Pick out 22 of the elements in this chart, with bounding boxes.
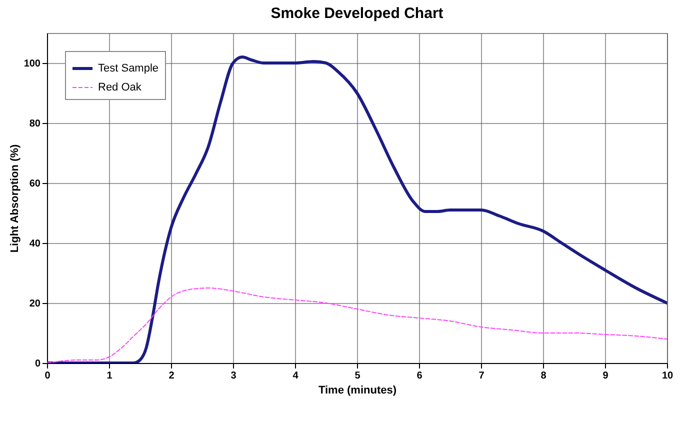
x-tick-label: 2 <box>168 370 175 382</box>
x-tick-label: 7 <box>478 370 485 382</box>
x-axis-title: Time (minutes) <box>318 384 397 396</box>
x-tick-label: 1 <box>106 370 113 382</box>
chart-title: Smoke Developed Chart <box>270 5 444 22</box>
y-tick-label: 40 <box>29 238 41 250</box>
x-tick-label: 0 <box>44 370 51 382</box>
x-tick-label: 5 <box>354 370 361 382</box>
y-tick-label: 20 <box>29 298 41 310</box>
legend-label: Test Sample <box>98 62 159 74</box>
x-tick-label: 10 <box>662 370 674 382</box>
y-axis-title: Light Absorption (%) <box>8 144 21 253</box>
y-tick-label: 60 <box>29 178 41 190</box>
y-tick-label: 100 <box>24 58 41 70</box>
x-tick-label: 6 <box>416 370 423 382</box>
y-tick-label: 0 <box>34 358 41 370</box>
x-tick-label: 8 <box>540 370 547 382</box>
y-tick-label: 80 <box>29 118 41 130</box>
legend-label: Red Oak <box>98 82 142 94</box>
x-tick-label: 9 <box>602 370 609 382</box>
x-tick-label: 3 <box>230 370 237 382</box>
x-tick-label: 4 <box>292 370 299 382</box>
